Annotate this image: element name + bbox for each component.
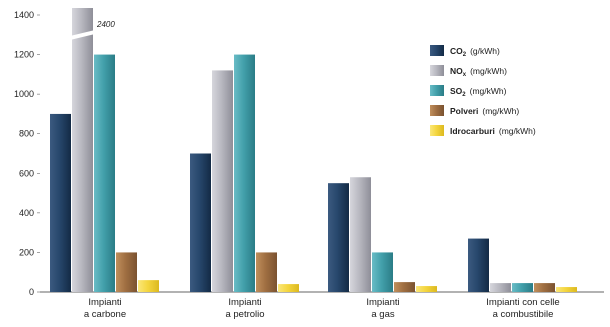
y-tick-label: 400 bbox=[19, 208, 34, 218]
legend-entry: Idrocarburi (mg/kWh) bbox=[450, 126, 536, 136]
y-tick-label: 800 bbox=[19, 129, 34, 139]
y-tick-label: 0 bbox=[29, 287, 34, 297]
legend-swatch bbox=[430, 105, 444, 116]
bar-so2-2 bbox=[372, 252, 393, 292]
y-tick-label: 1400 bbox=[14, 10, 34, 20]
legend-swatch bbox=[430, 85, 444, 96]
bar-nox-0 bbox=[72, 8, 93, 292]
bar-so2-3 bbox=[512, 283, 533, 292]
bar-so2-1 bbox=[234, 54, 255, 293]
bar-nox-3 bbox=[490, 283, 511, 292]
label-layer: 2400 Impianti a carbone Impianti a petrolio I… bbox=[84, 20, 560, 320]
y-tick-label: 1000 bbox=[14, 89, 34, 99]
bar-co2-1 bbox=[190, 153, 211, 292]
x-category-label: Impianti a petrolio bbox=[225, 297, 264, 320]
x-category-label: Impianti con celle a combustibile bbox=[486, 297, 559, 320]
bar-nox-2 bbox=[350, 177, 371, 292]
legend-entry: Polveri (mg/kWh) bbox=[450, 106, 519, 116]
axis-break-mark bbox=[70, 30, 95, 40]
x-category-label: Impianti a carbone bbox=[84, 297, 126, 320]
x-category-label: Impianti a gas bbox=[366, 297, 399, 320]
bar-idrocarburi-3 bbox=[556, 287, 577, 292]
y-tick-label: 1200 bbox=[14, 50, 34, 60]
legend-entry: CO2 (g/kWh) bbox=[450, 46, 500, 58]
legend-entry: NOx (mg/kWh) bbox=[450, 66, 507, 78]
legend-swatch bbox=[430, 45, 444, 56]
bar-polveri-0 bbox=[116, 252, 137, 292]
overflow-value-label: 2400 bbox=[96, 20, 115, 29]
bar-co2-0 bbox=[50, 113, 71, 292]
bar-idrocarburi-0 bbox=[138, 280, 159, 292]
bar-polveri-1 bbox=[256, 252, 277, 292]
bar-layer bbox=[50, 8, 577, 293]
legend: CO2 (g/kWh) NOx (mg/kWh) SO2 (mg/kWh) Polveri(… bbox=[430, 45, 536, 136]
bar-idrocarburi-2 bbox=[416, 286, 437, 292]
legend-swatch bbox=[430, 65, 444, 76]
bar-so2-0 bbox=[94, 54, 115, 293]
bar-co2-3 bbox=[468, 238, 489, 292]
bar-polveri-3 bbox=[534, 283, 555, 292]
bar-idrocarburi-1 bbox=[278, 284, 299, 292]
y-tick-label: 200 bbox=[19, 247, 34, 257]
bar-co2-2 bbox=[328, 183, 349, 292]
legend-swatch bbox=[430, 125, 444, 136]
legend-entry: SO2 (mg/kWh) bbox=[450, 86, 507, 98]
bar-polveri-2 bbox=[394, 282, 415, 292]
y-tick-label: 600 bbox=[19, 168, 34, 178]
bar-nox-1 bbox=[212, 70, 233, 293]
